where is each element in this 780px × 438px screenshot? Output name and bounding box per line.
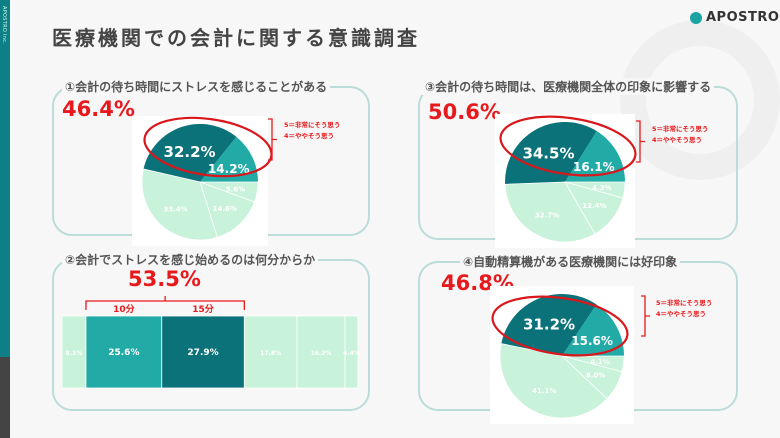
pie-slice [141, 168, 218, 241]
bar-label: 17.8% [260, 350, 281, 357]
highlight-total: 53.5% [128, 267, 201, 291]
legend-bracket [268, 118, 277, 161]
chart-title: ④自動精算機がある医療機関には好印象 [460, 253, 681, 270]
slice-label: 5.6% [226, 185, 245, 193]
legend-item: 5＝非常にそう思う [656, 299, 713, 307]
bar-category-label: 15分 [192, 303, 214, 315]
slice-label: 14.2% [208, 162, 250, 176]
slice-label: 14.6% [213, 205, 237, 213]
logo-text: APOSTRO [706, 10, 780, 25]
pie-slice [143, 123, 237, 182]
chart-title: ③会計の待ち時間は、医療機関全体の印象に影響する [422, 78, 715, 95]
logo: APOSTRO [690, 10, 779, 25]
bar-label: 16.2% [311, 350, 332, 357]
pie-slice [504, 181, 596, 243]
legend-item: 4＝ややそう思う [652, 136, 703, 144]
panel-q2: ②会計でストレスを感じ始めるのは何分からか [52, 251, 370, 411]
legend-item: 5＝非常にそう思う [652, 125, 709, 133]
panel-q4: ④自動精算機がある医療機関には好印象 [418, 253, 738, 411]
bar-label: 27.9% [187, 348, 218, 358]
bar-segment [161, 315, 245, 389]
pie-slice [505, 121, 597, 185]
bar-label: 8.1% [66, 350, 83, 357]
slice-label: 31.2% [523, 315, 575, 333]
highlight-total: 46.4% [62, 97, 135, 121]
slice-label: 32.7% [535, 212, 559, 220]
pie-slice [501, 294, 597, 356]
legend: 5＝非常にそう思う 4＝ややそう思う [284, 120, 340, 142]
slice-label: 4.1% [590, 358, 609, 366]
legend-bracket [641, 295, 650, 337]
bar-label: 4.4% [343, 350, 360, 357]
slice-label: 16.1% [573, 160, 615, 174]
page-title: 医療機関での会計に関する意識調査 [52, 26, 420, 50]
slice-label: 34.5% [522, 144, 574, 162]
pie-slice [199, 181, 255, 238]
highlight-bracket [85, 296, 245, 310]
bar-label: 25.6% [108, 348, 139, 358]
slice-label: 12.4% [582, 202, 606, 210]
legend-bracket [636, 120, 645, 163]
slice-label: 8.0% [586, 372, 605, 380]
highlight-total: 50.6% [428, 100, 501, 124]
pie-slice [200, 136, 258, 182]
sidebar-strip: APOSTRO Inc. [0, 0, 10, 357]
pie-slice [562, 304, 624, 356]
highlight-ellipse [499, 115, 637, 177]
bar-segment [296, 315, 346, 389]
legend: 5＝非常にそう思う 4＝ややそう思う [656, 298, 712, 320]
slice-label: 41.1% [532, 387, 556, 395]
chart-title: ②会計でストレスを感じ始めるのは何分からか [62, 251, 319, 268]
company-vertical-text: APOSTRO Inc. [1, 6, 7, 45]
slice-label: 32.2% [164, 143, 216, 161]
slice-label: 4.3% [592, 184, 611, 192]
bar-segment [344, 315, 359, 389]
legend-item: 4＝ややそう思う [284, 132, 335, 140]
legend: 5＝非常にそう思う 4＝ややそう思う [652, 124, 708, 146]
logo-icon [690, 11, 702, 24]
slice-label: 33.4% [163, 205, 187, 213]
bar-category-label: 10分 [113, 303, 135, 315]
legend-item: 5＝非常にそう思う [284, 121, 341, 129]
slice-label: 15.6% [571, 334, 613, 348]
chart-title: ①会計の待ち時間にストレスを感じることがある [62, 78, 331, 95]
pie-slice [565, 131, 625, 182]
pie-slice [499, 343, 608, 419]
sidebar-strip-bottom [0, 357, 10, 438]
legend-item: 4＝ややそう思う [656, 310, 707, 318]
highlight-ellipse [491, 295, 629, 357]
